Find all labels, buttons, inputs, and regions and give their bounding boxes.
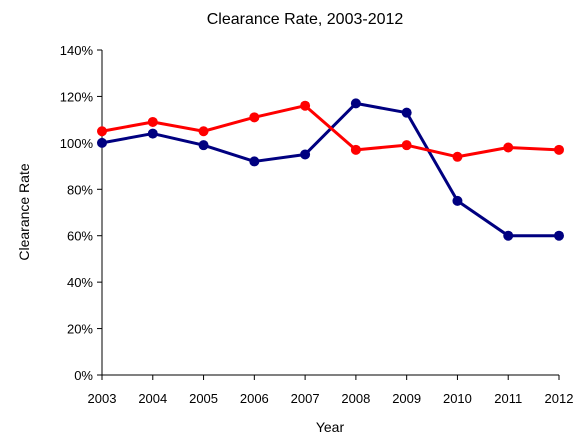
series-layer xyxy=(97,98,564,241)
y-tick-label: 60% xyxy=(67,229,93,244)
y-tick-label: 100% xyxy=(60,136,94,151)
data-point xyxy=(554,230,564,241)
data-point xyxy=(198,126,209,137)
x-tick-label: 2011 xyxy=(494,391,522,406)
x-tick-label: 2012 xyxy=(545,391,574,406)
data-point xyxy=(97,126,107,137)
y-tick-label: 0% xyxy=(74,368,93,383)
x-tick-label: 2007 xyxy=(291,391,320,406)
data-point xyxy=(350,144,361,155)
y-axis-label: Clearance Rate xyxy=(16,163,32,260)
data-point xyxy=(401,140,412,151)
x-tick-label: 2006 xyxy=(240,391,269,406)
data-point xyxy=(198,140,209,151)
data-point xyxy=(147,128,158,139)
x-tick-label: 2005 xyxy=(189,391,218,406)
x-tick-label: 2003 xyxy=(88,391,117,406)
data-point xyxy=(300,100,311,111)
data-point xyxy=(350,98,361,109)
x-tick-label: 2009 xyxy=(392,391,421,406)
series-line xyxy=(100,104,561,159)
data-point xyxy=(452,151,463,162)
x-axis-label: Year xyxy=(316,419,345,435)
series-line xyxy=(100,101,561,238)
x-tick-label: 2010 xyxy=(443,391,472,406)
data-point xyxy=(452,195,463,206)
data-point xyxy=(300,149,311,160)
data-point xyxy=(503,230,514,241)
data-point xyxy=(554,144,564,155)
y-tick-label: 140% xyxy=(60,43,94,58)
y-tick-label: 80% xyxy=(67,182,93,197)
data-point xyxy=(147,116,158,127)
data-point xyxy=(249,156,260,167)
y-tick-label: 20% xyxy=(67,322,93,337)
data-point xyxy=(401,107,412,118)
data-point xyxy=(97,137,107,148)
x-tick-label: 2008 xyxy=(341,391,370,406)
x-tick-label: 2004 xyxy=(138,391,167,406)
chart-title: Clearance Rate, 2003-2012 xyxy=(207,11,404,28)
y-tick-label: 40% xyxy=(67,275,93,290)
y-tick-label: 120% xyxy=(60,89,94,104)
data-point xyxy=(249,112,260,123)
data-point xyxy=(503,142,514,153)
axes: 0% 20% 40% 60% 80% 100% 120% 140% 2003 2004 2005 20… xyxy=(60,43,574,406)
